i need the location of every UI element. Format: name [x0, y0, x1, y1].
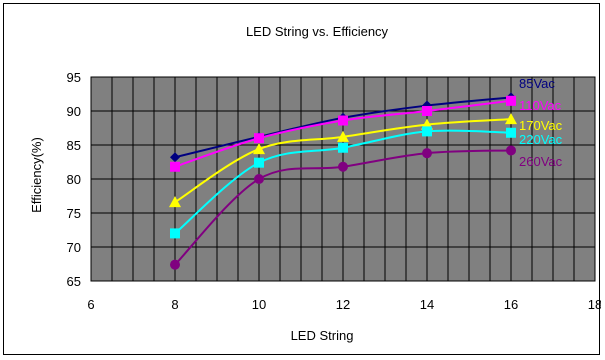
series-label: 170Vac [519, 118, 563, 133]
data-point-marker [338, 115, 348, 126]
series-label: 220Vac [519, 132, 563, 147]
x-axis-ticks: 6 8 10 12 14 16 18 [87, 297, 601, 312]
x-tick-label: 16 [504, 297, 518, 312]
data-point-marker [506, 95, 516, 106]
series-label: 85Vac [519, 76, 555, 91]
x-tick-label: 8 [171, 297, 178, 312]
chart-title: LED String vs. Efficiency [246, 24, 389, 39]
x-tick-label: 10 [252, 297, 266, 312]
x-tick-label: 6 [87, 297, 94, 312]
y-tick-label: 95 [67, 70, 81, 85]
data-point-marker [506, 145, 516, 156]
data-point-marker [337, 130, 349, 142]
y-tick-label: 70 [67, 240, 81, 255]
x-axis-label: LED String [291, 328, 354, 343]
y-tick-label: 90 [67, 104, 81, 119]
y-tick-label: 65 [67, 274, 81, 289]
x-tick-label: 18 [588, 297, 601, 312]
series-lines [169, 92, 517, 270]
data-point-marker [506, 127, 516, 138]
y-tick-label: 80 [67, 172, 81, 187]
x-tick-label: 12 [336, 297, 350, 312]
series-label: 110Vac [519, 98, 562, 113]
data-point-marker [170, 152, 180, 163]
grid-lines [90, 76, 596, 282]
line-chart: LED String vs. Efficiency 6 8 10 12 14 16 18 6… [29, 24, 601, 343]
data-point-marker [170, 228, 180, 239]
x-tick-label: 14 [420, 297, 434, 312]
chart-frame: LED String vs. Efficiency 6 8 10 12 14 16 18 6… [3, 3, 601, 355]
data-point-marker [254, 133, 264, 144]
y-tick-label: 85 [67, 138, 81, 153]
data-point-marker [254, 157, 264, 168]
data-point-marker [338, 142, 348, 153]
data-point-marker [422, 126, 432, 137]
series-label: 260Vac [519, 154, 563, 169]
data-point-marker [338, 161, 348, 172]
data-point-marker [253, 143, 265, 155]
data-point-marker [170, 259, 180, 270]
data-point-marker [170, 161, 180, 172]
data-point-marker [254, 174, 264, 184]
y-tick-label: 75 [67, 206, 81, 221]
y-axis-ticks: 65 70 75 80 85 90 95 [67, 70, 81, 289]
data-point-marker [169, 196, 181, 208]
data-point-marker [422, 106, 432, 116]
y-axis-label: Efficiency(%) [29, 137, 44, 213]
data-point-marker [422, 148, 432, 159]
data-point-marker [505, 113, 517, 125]
